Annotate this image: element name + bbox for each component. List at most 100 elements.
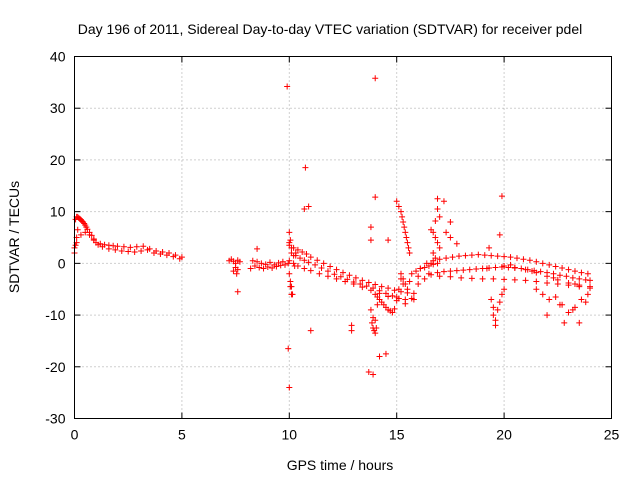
x-tick-label: 0 [71, 427, 79, 443]
data-point [301, 265, 308, 272]
data-point [395, 203, 402, 210]
data-point [382, 290, 389, 297]
data-point [286, 239, 293, 246]
data-point [397, 270, 404, 277]
data-point [559, 265, 566, 272]
data-point [77, 231, 84, 238]
data-point [434, 195, 441, 202]
data-point [546, 261, 553, 268]
data-point [305, 259, 312, 266]
data-point [430, 261, 437, 268]
y-axis-label: SDTVAR / TECUs [6, 181, 22, 293]
data-point [269, 265, 276, 272]
data-point [256, 264, 263, 271]
data-point [324, 273, 331, 280]
data-point [455, 253, 462, 260]
data-point [140, 243, 147, 250]
data-point [475, 251, 482, 258]
data-point [157, 251, 164, 258]
data-point [458, 274, 465, 281]
data-point [118, 247, 125, 254]
data-point [587, 277, 594, 284]
data-point [571, 268, 578, 275]
data-point [385, 293, 392, 300]
data-point [539, 260, 546, 267]
data-point [288, 291, 295, 298]
data-point [578, 269, 585, 276]
data-point [466, 266, 473, 273]
data-point [286, 270, 293, 277]
y-tick-label: -10 [45, 307, 65, 323]
data-point [307, 267, 314, 274]
data-point [275, 259, 282, 266]
data-point [324, 268, 331, 275]
data-point [533, 286, 540, 293]
data-point [302, 164, 309, 171]
data-point [249, 257, 256, 264]
data-point [357, 281, 364, 288]
data-point [86, 231, 93, 238]
data-point [552, 263, 559, 270]
data-point [314, 257, 321, 264]
data-point [305, 203, 312, 210]
data-point [533, 269, 540, 276]
data-point [440, 268, 447, 275]
data-point [82, 229, 89, 236]
data-point [430, 250, 437, 257]
data-point [247, 265, 254, 272]
chart-title: Day 196 of 2011, Sidereal Day-to-day VTE… [78, 21, 582, 37]
data-point [312, 261, 319, 268]
y-tick-label: 30 [50, 100, 66, 116]
data-point [410, 290, 417, 297]
data-point [303, 251, 310, 258]
data-point [518, 265, 525, 272]
data-point [494, 306, 501, 313]
data-point [447, 268, 454, 275]
data-point [307, 327, 314, 334]
data-point [285, 345, 292, 352]
data-point [393, 293, 400, 300]
data-point [496, 299, 503, 306]
y-tick-label: -30 [45, 411, 65, 427]
data-point [258, 260, 265, 267]
data-point [434, 206, 441, 213]
data-point [410, 296, 417, 303]
data-point [468, 252, 475, 259]
data-point [342, 278, 349, 285]
data-point [95, 241, 102, 248]
data-point [84, 226, 91, 233]
y-tick-label: -20 [45, 359, 65, 375]
data-point [434, 260, 441, 267]
data-point [453, 240, 460, 247]
data-point [348, 327, 355, 334]
data-point [367, 224, 374, 231]
data-point [233, 270, 240, 277]
x-tick-label: 20 [496, 427, 512, 443]
grid-lines [74, 56, 612, 419]
data-point [254, 258, 261, 265]
data-point [359, 277, 366, 284]
data-point [301, 257, 308, 264]
data-point [367, 237, 374, 244]
data-point [131, 248, 138, 255]
data-point [430, 229, 437, 236]
data-point [447, 234, 454, 241]
data-point [498, 291, 505, 298]
data-point [400, 218, 407, 225]
data-point [417, 265, 424, 272]
data-point [340, 269, 346, 276]
data-point [291, 262, 298, 269]
data-point [513, 255, 520, 262]
data-point [371, 327, 378, 334]
data-point [440, 198, 447, 205]
data-point [436, 273, 443, 280]
data-point [490, 275, 497, 282]
data-point [399, 213, 406, 220]
data-point [432, 255, 439, 262]
data-point [352, 274, 359, 281]
data-point [582, 276, 589, 283]
data-point [176, 255, 183, 262]
data-point [421, 264, 428, 271]
data-point [333, 275, 340, 282]
data-point [576, 275, 583, 282]
